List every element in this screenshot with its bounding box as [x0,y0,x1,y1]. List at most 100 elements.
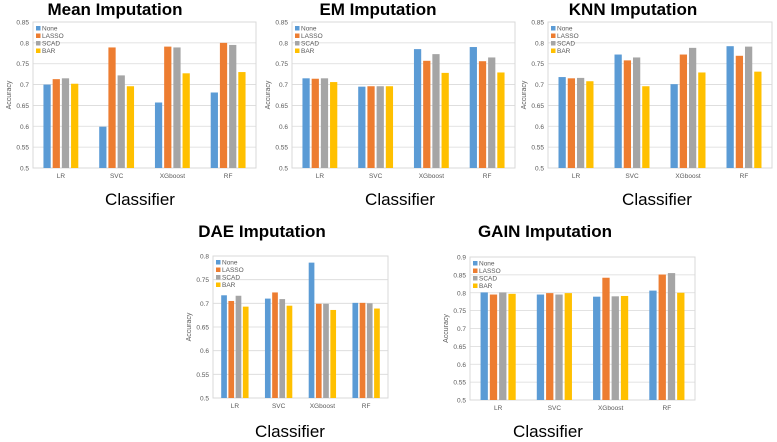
legend-swatch [473,268,478,273]
bar-scad-svc [376,86,384,168]
bar-bar-lr [586,81,594,168]
x-axis-title: Classifier [365,190,435,209]
bar-scad-rf [229,44,237,168]
y-tick-label: 0.75 [453,308,466,315]
y-tick-label: 0.7 [457,326,466,333]
bar-lasso-rf [735,55,744,168]
y-tick-label: 0.7 [20,82,29,89]
legend-swatch [36,26,41,31]
legend-swatch [551,26,556,31]
y-tick-label: 0.8 [535,40,544,47]
bar-none-lr [302,78,310,168]
legend-label: LASSO [557,33,579,40]
bar-none-xgboost [413,49,422,168]
legend-swatch [551,48,556,53]
plot-area [32,21,257,169]
legend-label: None [557,26,573,33]
bar-scad-lr [499,292,507,400]
x-tick-label: RF [483,173,492,180]
x-tick-label: LR [494,405,503,412]
bar-scad-rf [488,57,496,169]
x-tick-label: RF [740,173,749,180]
x-tick-label: RF [362,403,371,410]
bar-none-xgboost [670,84,678,168]
chart-0: 0.5 0.55 0.6 0.65 0.7 0.75 0.8 0.85 Accuracy LR SV… [6,20,257,180]
x-tick-label: XGboost [310,403,335,410]
y-tick-label: 0.85 [531,20,544,27]
x-tick-label: LR [316,173,325,180]
legend-label: None [301,26,317,33]
y-tick-label: 0.9 [457,255,466,262]
bar-bar-rf [754,71,762,168]
legend-label: SCAD [42,41,60,48]
plot-area [291,21,516,169]
bar-lasso-svc [108,47,116,169]
bar-lasso-rf [219,42,228,168]
x-tick-label: XGboost [160,173,185,180]
x-tick-label: SVC [548,405,562,412]
bar-lasso-lr [52,79,60,168]
x-tick-label: RF [663,405,672,412]
bar-lasso-rf [658,274,666,400]
y-axis-title: Accuracy [443,314,450,343]
x-tick-label: RF [224,173,233,180]
bar-none-xgboost [308,262,315,398]
y-tick-label: 0.6 [200,348,209,355]
x-axis-title: Classifier [513,422,583,441]
legend-label: BAR [222,282,236,289]
bar-bar-xgboost [330,309,337,398]
bar-scad-svc [117,75,125,168]
y-tick-label: 0.5 [20,166,29,173]
bar-scad-svc [632,57,641,169]
chart-2: 0.5 0.55 0.6 0.65 0.7 0.75 0.8 0.85 Accuracy LR SV… [521,20,773,180]
legend-swatch [36,48,41,53]
bar-lasso-lr [228,300,235,398]
legend-label: SCAD [479,276,497,283]
bar-none-svc [264,298,271,398]
bar-lasso-lr [567,78,576,168]
bar-lasso-rf [359,302,366,398]
bar-none-rf [469,47,477,168]
bar-none-rf [352,302,359,398]
legend-label: BAR [42,48,56,55]
legend-label: BAR [301,48,315,55]
x-tick-label: SVC [625,173,639,180]
legend-label: LASSO [222,267,244,274]
bar-scad-rf [366,303,373,398]
legend-swatch [216,267,221,272]
legend-label: SCAD [301,41,319,48]
legend-swatch [473,283,478,288]
bar-scad-xgboost [432,54,440,169]
bar-none-svc [614,54,622,169]
legend-swatch [295,48,300,53]
bar-bar-xgboost [182,73,190,168]
bar-bar-lr [330,82,338,168]
y-tick-label: 0.6 [279,124,288,131]
bar-bar-svc [126,86,135,168]
y-tick-label: 0.5 [200,396,209,403]
y-tick-label: 0.8 [457,290,466,297]
bar-scad-xgboost [173,47,181,169]
bar-scad-rf [744,46,753,168]
legend-swatch [216,275,221,280]
chart-title: KNN Imputation [568,0,698,19]
legend-swatch [295,41,300,46]
bar-bar-rf [497,72,505,168]
bar-bar-xgboost [441,72,449,168]
y-tick-label: 0.8 [20,40,29,47]
x-tick-label: SVC [272,403,286,410]
y-tick-label: 0.85 [275,20,288,27]
chart-1: 0.5 0.55 0.6 0.65 0.7 0.75 0.8 0.85 Accuracy LR SV… [265,20,516,180]
legend-label: None [42,26,58,33]
y-tick-label: 0.55 [531,145,544,152]
x-tick-label: SVC [110,173,124,180]
bar-bar-rf [374,308,380,398]
y-tick-label: 0.8 [200,254,209,261]
plot-area [547,21,773,169]
y-tick-label: 0.6 [457,362,466,369]
bar-lasso-lr [489,294,498,400]
legend-swatch [36,33,41,38]
y-tick-label: 0.65 [531,103,544,110]
chart-3: 0.5 0.55 0.6 0.65 0.7 0.75 0.8 Accuracy LR SVC XGb… [186,254,389,410]
bar-lasso-svc [367,86,375,168]
